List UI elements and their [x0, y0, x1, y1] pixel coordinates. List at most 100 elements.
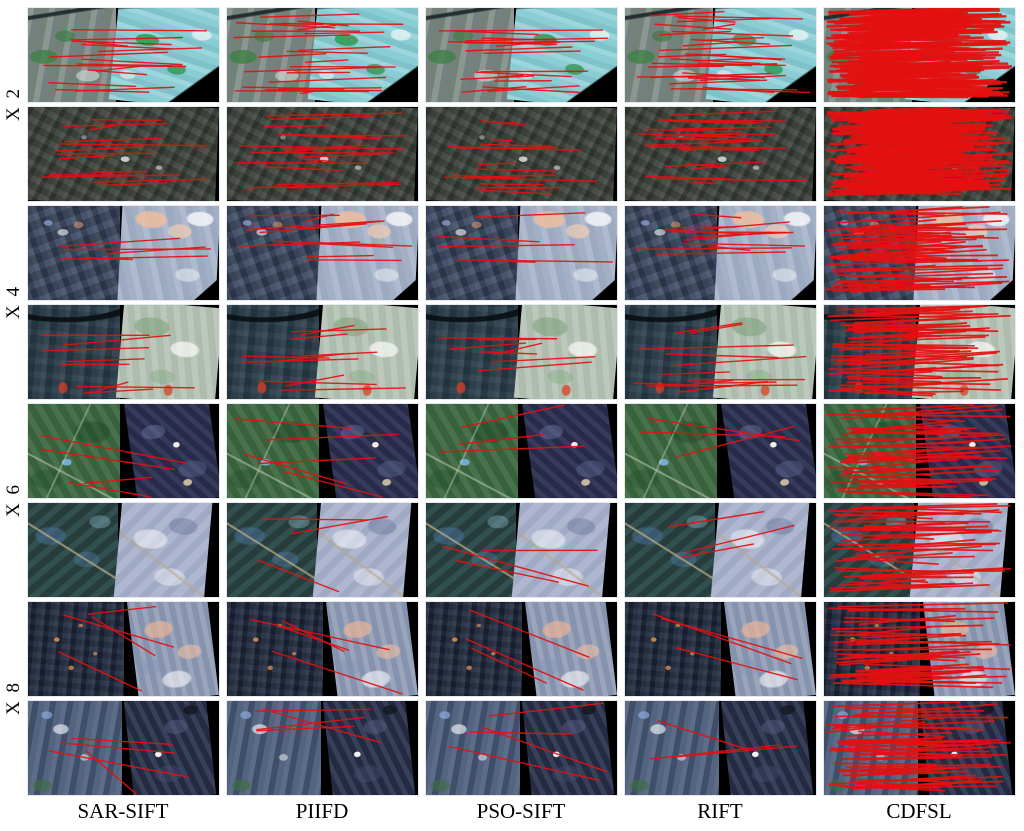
match-cell-r1c1	[28, 8, 219, 102]
match-cell-r7c2	[227, 602, 418, 696]
match-lines	[28, 404, 219, 498]
match-lines	[227, 206, 418, 300]
match-cell-r6c4	[625, 503, 816, 597]
match-lines	[824, 206, 1015, 300]
match-lines	[28, 107, 219, 201]
match-cell-r7c3	[426, 602, 617, 696]
match-lines	[28, 701, 219, 795]
method-label-pso-sift: PSO-SIFT	[476, 799, 566, 823]
match-cell-r5c1	[28, 404, 219, 498]
match-lines	[625, 701, 816, 795]
left-image	[28, 503, 118, 597]
match-cell-r5c3	[426, 404, 617, 498]
left-image	[625, 404, 717, 498]
black-mask-corner	[193, 276, 219, 300]
match-lines	[28, 503, 219, 597]
match-lines	[824, 404, 1015, 498]
match-cell-r3c5	[824, 206, 1015, 300]
match-cell-r1c5	[824, 8, 1015, 102]
method-label-piifd: PIIFD	[295, 799, 349, 823]
match-cell-r8c4	[625, 701, 816, 795]
match-cell-r3c3	[426, 206, 617, 300]
match-lines	[824, 602, 1015, 696]
match-cell-r2c2	[227, 107, 418, 201]
match-lines	[28, 8, 219, 102]
left-image	[28, 404, 120, 498]
left-image	[227, 206, 319, 300]
method-label-rift: RIFT	[697, 799, 743, 823]
left-image	[227, 701, 321, 795]
match-cell-r3c2	[227, 206, 418, 300]
match-lines	[625, 8, 816, 102]
left-image	[227, 503, 317, 597]
match-cell-r1c3	[426, 8, 617, 102]
match-cell-r5c2	[227, 404, 418, 498]
left-image	[625, 602, 721, 696]
match-lines	[227, 602, 418, 696]
match-lines	[426, 107, 617, 201]
match-cell-r4c2	[227, 305, 418, 399]
match-lines	[625, 404, 816, 498]
match-cell-r1c4	[625, 8, 816, 102]
match-cell-r2c5	[824, 107, 1015, 201]
match-cell-r1c2	[227, 8, 418, 102]
match-cell-r8c5	[824, 701, 1015, 795]
black-mask-corner	[591, 276, 617, 300]
match-lines	[227, 305, 418, 399]
match-lines	[824, 503, 1015, 597]
match-cell-r4c3	[426, 305, 617, 399]
match-lines	[625, 503, 816, 597]
match-cell-r6c2	[227, 503, 418, 597]
black-mask-corner	[763, 65, 816, 102]
method-label-cdfsl: CDFSL	[886, 799, 952, 823]
scale-label-x4: X 4	[3, 285, 24, 319]
match-cell-r3c1	[28, 206, 219, 300]
match-lines	[227, 503, 418, 597]
left-image	[625, 8, 713, 102]
match-lines	[824, 701, 1015, 795]
match-cell-r3c4	[625, 206, 816, 300]
match-lines	[426, 701, 617, 795]
match-lines	[625, 305, 816, 399]
match-lines	[426, 305, 617, 399]
match-cell-r4c1	[28, 305, 219, 399]
scale-label-x2: X 2	[3, 87, 24, 121]
match-cell-r4c5	[824, 305, 1015, 399]
black-mask-corner	[392, 276, 418, 300]
match-cell-r8c1	[28, 701, 219, 795]
match-cell-r7c1	[28, 602, 219, 696]
match-cell-r2c3	[426, 107, 617, 201]
left-image	[625, 701, 719, 795]
match-lines	[28, 602, 219, 696]
match-cell-r7c5	[824, 602, 1015, 696]
black-mask-corner	[365, 65, 418, 102]
left-image	[28, 602, 124, 696]
left-image	[426, 602, 522, 696]
match-lines	[28, 305, 219, 399]
match-lines	[227, 404, 418, 498]
match-lines	[426, 602, 617, 696]
left-image	[426, 8, 514, 102]
match-cell-r2c4	[625, 107, 816, 201]
match-cell-r6c5	[824, 503, 1015, 597]
match-lines	[426, 404, 617, 498]
match-lines	[426, 503, 617, 597]
left-image	[28, 701, 122, 795]
scale-label-x6: X 6	[3, 483, 24, 517]
match-cell-r4c4	[625, 305, 816, 399]
match-lines	[227, 8, 418, 102]
method-label-sar-sift: SAR-SIFT	[77, 799, 169, 823]
match-lines	[625, 107, 816, 201]
match-lines	[824, 107, 1015, 201]
left-image	[28, 206, 120, 300]
scale-label-x8: X 8	[3, 681, 24, 715]
left-image	[28, 305, 120, 399]
match-lines	[625, 602, 816, 696]
match-lines	[426, 206, 617, 300]
match-lines	[625, 206, 816, 300]
match-lines	[227, 701, 418, 795]
match-cell-r8c2	[227, 701, 418, 795]
match-cell-r6c3	[426, 503, 617, 597]
left-image	[426, 701, 520, 795]
